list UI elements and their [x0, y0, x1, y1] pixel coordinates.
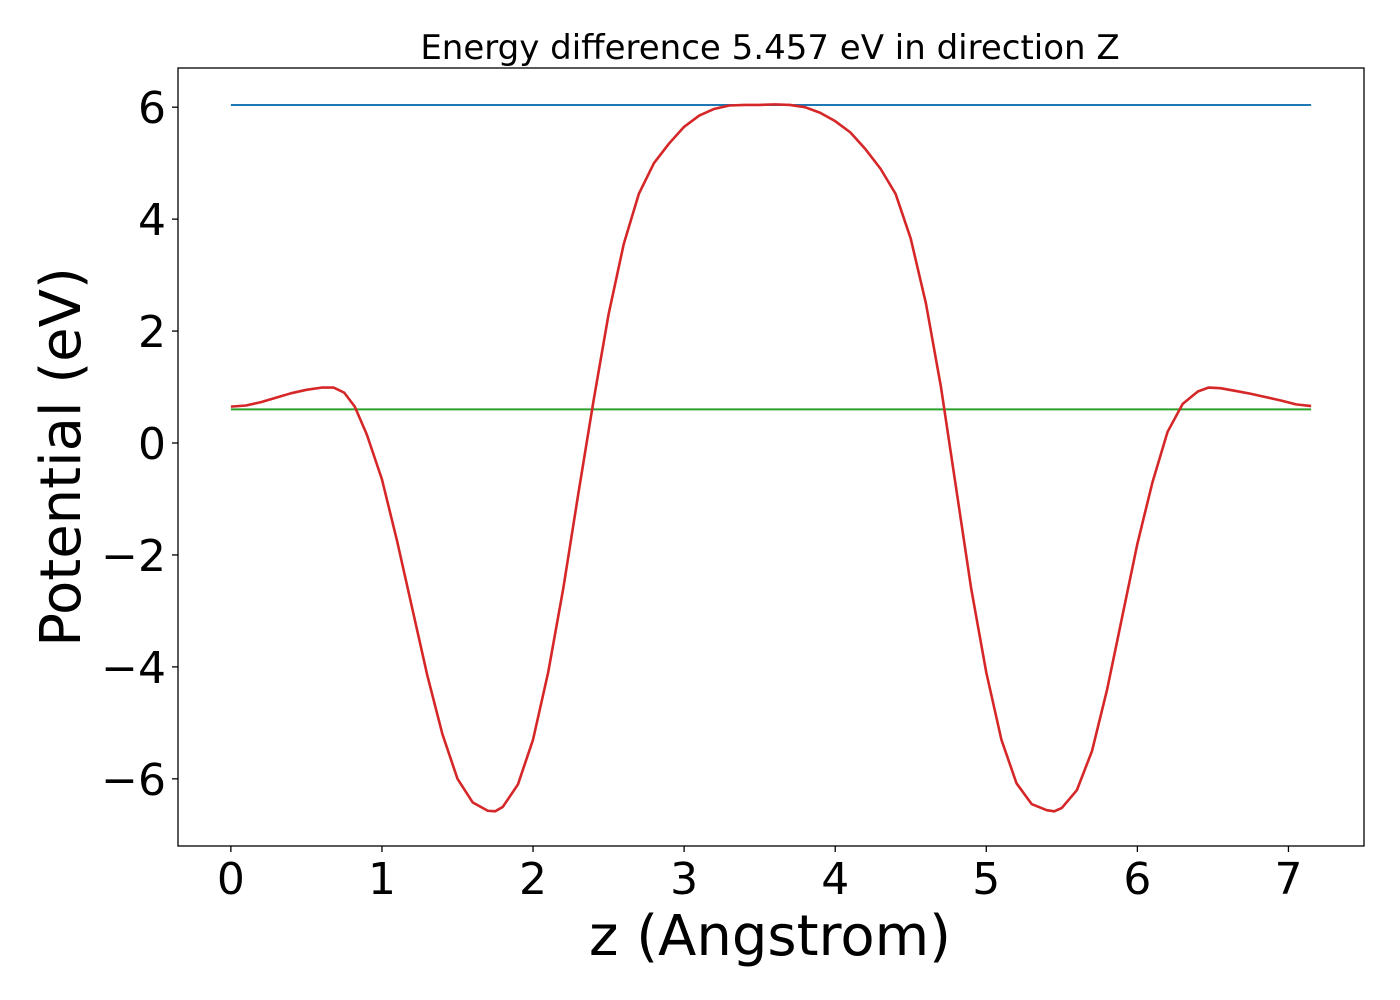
y-tick-label: 6 [138, 83, 166, 134]
y-tick-label: −4 [101, 643, 166, 694]
x-tick-label: 2 [519, 854, 547, 905]
x-tick-label: 4 [821, 854, 849, 905]
y-tick-label: 0 [138, 419, 166, 470]
x-axis-label: z (Angstrom) [589, 904, 951, 969]
x-axis-ticks: 0 1 2 3 4 5 6 7 [217, 846, 1302, 905]
x-tick-label: 0 [217, 854, 245, 905]
series-line-red [230, 103, 1312, 813]
x-tick-label: 1 [368, 854, 396, 905]
y-axis-label: Potential (eV) [29, 267, 94, 647]
y-axis-ticks: 6 4 2 0 −2 −4 −6 [101, 83, 178, 806]
x-tick-label: 6 [1123, 854, 1151, 905]
x-tick-label: 5 [972, 854, 1000, 905]
y-tick-label: 2 [138, 307, 166, 358]
chart-title: Energy difference 5.457 eV in direction … [420, 28, 1119, 68]
y-tick-label: −2 [101, 531, 166, 582]
series-layer [230, 103, 1312, 813]
plot-frame [177, 67, 1365, 847]
x-tick-label: 7 [1274, 854, 1302, 905]
x-tick-label: 3 [670, 854, 698, 905]
y-tick-label: −6 [101, 755, 166, 806]
y-tick-label: 4 [138, 195, 166, 246]
